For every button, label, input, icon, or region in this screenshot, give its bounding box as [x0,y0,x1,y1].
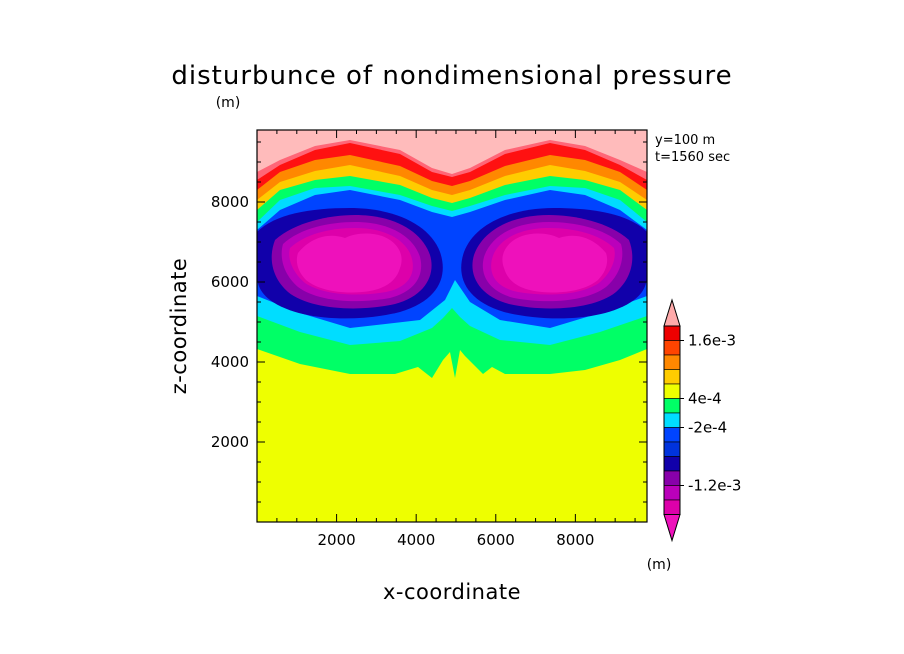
colorbar-segment [663,427,681,443]
colorbar-segment [663,340,681,356]
colorbar-segment [663,325,681,341]
vortex-right-core [502,233,608,293]
chart-title: disturbunce of nondimensional pressure [171,61,732,91]
colorbar-max-arrow [663,298,681,327]
vortex-left-core [296,233,402,293]
colorbar-segment [663,470,681,486]
colorbar-segment [663,354,681,370]
x-axis: 2000 4000 6000 8000 [276,130,636,549]
x-axis-label: x-coordinate [383,580,521,604]
y-tick-label: 4000 [211,353,249,371]
x-unit-label: (m) [647,557,672,573]
y-axis-label: z-coordinate [167,258,191,395]
colorbar-tick-label: -2e-4 [688,419,727,437]
band-pink [257,130,647,174]
colorbar-tick-label: -1.2e-3 [688,477,741,495]
colorbar-segment [663,456,681,472]
colorbar-segment [663,369,681,385]
colorbar-segment [663,441,681,457]
y-axis: 2000 4000 6000 8000 [211,141,647,503]
colorbar: 1.6e-3 4e-4 -2e-4 -1.2e-3 [663,298,741,543]
colorbar-segment [663,485,681,501]
colorbar-segment [663,412,681,428]
x-tick-label: 2000 [317,531,355,549]
y-tick-label: 6000 [211,273,249,291]
vortex-right [461,208,647,319]
colorbar-frame [663,325,681,515]
colorbar-segment [663,398,681,414]
y-unit-label: (m) [216,95,241,111]
x-tick-label: 4000 [397,531,435,549]
colorbar-segment [663,383,681,399]
y-tick-label: 2000 [211,433,249,451]
colorbar-segment [663,499,681,515]
colorbar-tick-label: 4e-4 [688,390,722,408]
colorbar-min-arrow [663,514,681,543]
annotation-y: y=100 m [655,133,715,148]
x-tick-label: 6000 [477,531,515,549]
plot-area [257,130,647,522]
y-tick-label: 8000 [211,193,249,211]
vortex-left [257,208,443,319]
annotation-t: t=1560 sec [655,150,730,165]
colorbar-tick-label: 1.6e-3 [688,332,736,350]
x-tick-label: 8000 [556,531,594,549]
plot-frame [256,129,648,523]
